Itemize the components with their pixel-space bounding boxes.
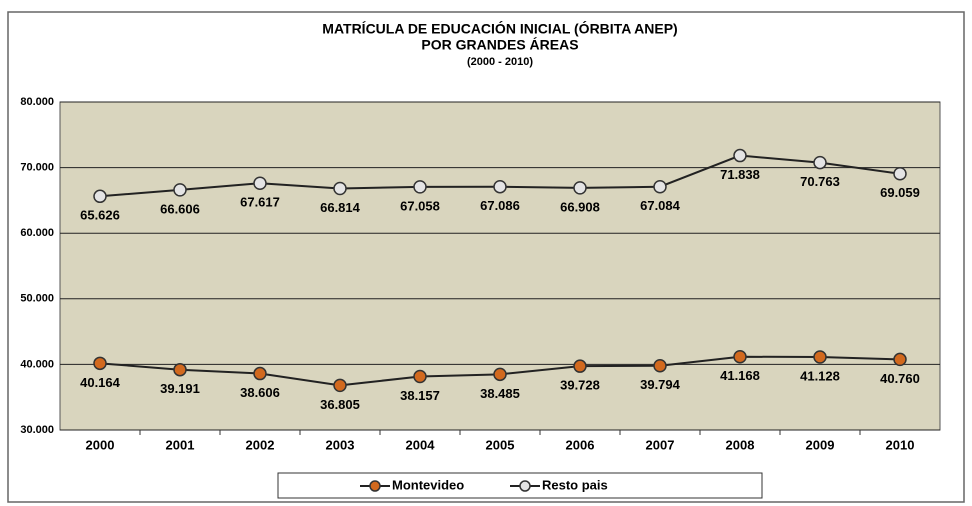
- data-point: [893, 352, 907, 367]
- data-point: [813, 155, 827, 170]
- data-label: 39.794: [640, 377, 681, 392]
- data-point: [413, 369, 427, 384]
- data-label: 38.157: [400, 388, 440, 403]
- data-point: [253, 176, 267, 190]
- data-point: [573, 181, 587, 195]
- legend-marker: [369, 480, 381, 492]
- data-point: [653, 359, 667, 373]
- data-label: 67.617: [240, 195, 280, 210]
- data-point: [493, 179, 507, 194]
- y-tick-label: 50.000: [20, 293, 54, 305]
- data-point: [333, 378, 347, 393]
- legend-label: Montevideo: [392, 477, 464, 492]
- y-tick-label: 80.000: [20, 96, 54, 108]
- data-label: 67.058: [400, 198, 440, 213]
- x-tick-label: 2005: [486, 437, 515, 452]
- data-label: 66.814: [320, 200, 361, 215]
- x-tick-label: 2009: [806, 437, 835, 452]
- data-point: [893, 167, 907, 181]
- data-point: [733, 349, 747, 364]
- chart-subtitle: POR GRANDES ÁREAS: [421, 37, 578, 53]
- y-tick-label: 70.000: [20, 162, 54, 174]
- data-point: [93, 356, 107, 371]
- data-label: 70.763: [800, 174, 840, 189]
- data-point: [573, 359, 587, 373]
- data-label: 40.164: [80, 375, 121, 390]
- x-tick-label: 2002: [246, 437, 275, 452]
- data-label: 66.908: [560, 199, 600, 214]
- data-point: [493, 367, 507, 382]
- data-point: [653, 179, 667, 194]
- data-point: [733, 148, 747, 163]
- data-label: 40.760: [880, 371, 920, 386]
- data-label: 67.084: [640, 198, 681, 213]
- data-point: [173, 362, 187, 377]
- chart-title: MATRÍCULA DE EDUCACIÓN INICIAL (ÓRBITA A…: [322, 20, 677, 37]
- x-tick-label: 2010: [886, 437, 915, 452]
- data-label: 66.606: [160, 201, 200, 216]
- x-tick-label: 2007: [646, 437, 675, 452]
- data-point: [173, 183, 187, 197]
- data-label: 39.728: [560, 378, 600, 393]
- data-point: [93, 189, 107, 204]
- chart-period: (2000 - 2010): [467, 56, 533, 68]
- y-tick-label: 40.000: [20, 358, 54, 370]
- y-tick-label: 60.000: [20, 227, 54, 239]
- data-label: 41.168: [720, 368, 760, 383]
- x-tick-label: 2000: [86, 437, 115, 452]
- legend-marker: [519, 480, 531, 492]
- data-label: 69.059: [880, 185, 920, 200]
- data-label: 41.128: [800, 368, 840, 383]
- x-tick-label: 2004: [406, 437, 436, 452]
- data-label: 65.626: [80, 208, 120, 223]
- x-tick-label: 2003: [326, 437, 355, 452]
- data-point: [413, 180, 427, 194]
- x-tick-label: 2006: [566, 437, 595, 452]
- x-tick-label: 2008: [726, 437, 755, 452]
- legend-label: Resto pais: [542, 477, 608, 492]
- data-point: [333, 181, 347, 196]
- data-label: 38.606: [240, 385, 280, 400]
- data-point: [253, 366, 267, 381]
- data-label: 36.805: [320, 397, 360, 412]
- data-label: 38.485: [480, 386, 520, 401]
- x-tick-label: 2001: [166, 437, 195, 452]
- data-point: [813, 350, 827, 364]
- data-label: 67.086: [480, 198, 520, 213]
- data-label: 71.838: [720, 167, 760, 182]
- y-tick-label: 30.000: [20, 424, 54, 436]
- data-label: 39.191: [160, 381, 200, 396]
